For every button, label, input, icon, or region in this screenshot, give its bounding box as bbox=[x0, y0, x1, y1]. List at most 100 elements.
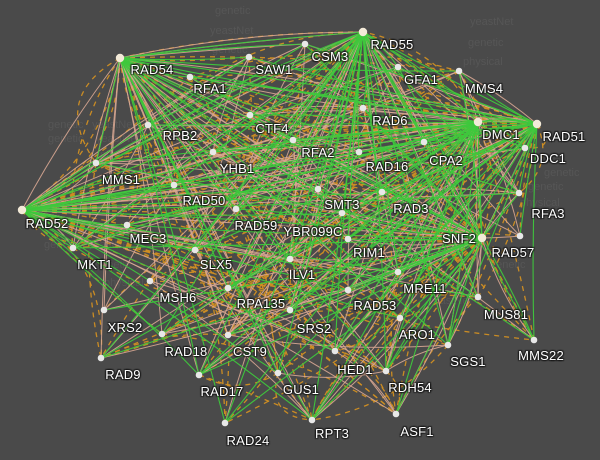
graph-node[interactable] bbox=[314, 185, 322, 193]
node-label-rdh54[interactable]: RDH54 bbox=[388, 380, 432, 395]
node-label-rad18[interactable]: RAD18 bbox=[164, 344, 208, 359]
graph-node[interactable] bbox=[515, 189, 523, 197]
node-label-rad51[interactable]: RAD51 bbox=[542, 129, 586, 144]
node-label-msh6[interactable]: MSH6 bbox=[159, 290, 197, 305]
node-label-rad50[interactable]: RAD50 bbox=[182, 193, 226, 208]
node-label-ybr099c[interactable]: YBR099C bbox=[283, 224, 343, 239]
node-label-slx5[interactable]: SLX5 bbox=[199, 257, 233, 272]
node-label-mec3[interactable]: MEC3 bbox=[129, 231, 167, 246]
graph-node[interactable] bbox=[69, 244, 77, 252]
node-label-ddc1[interactable]: DDC1 bbox=[529, 151, 567, 166]
node-label-mre11[interactable]: MRE11 bbox=[403, 281, 447, 296]
graph-node[interactable] bbox=[286, 306, 294, 314]
node-label-rfa2[interactable]: RFA2 bbox=[301, 145, 335, 160]
graph-node[interactable] bbox=[224, 284, 232, 292]
graph-node[interactable] bbox=[477, 233, 487, 243]
graph-node[interactable] bbox=[392, 410, 400, 418]
node-label-mms22[interactable]: MMS22 bbox=[518, 348, 564, 363]
node-label-rad55[interactable]: RAD55 bbox=[370, 37, 414, 52]
node-label-mms4[interactable]: MMS4 bbox=[464, 81, 504, 96]
node-label-rim1[interactable]: RIM1 bbox=[353, 245, 385, 260]
node-label-dmc1[interactable]: DMC1 bbox=[482, 127, 520, 142]
node-label-rpa135[interactable]: RPA135 bbox=[236, 296, 286, 311]
node-label-rfa3[interactable]: RFA3 bbox=[531, 206, 565, 221]
node-label-ctf4[interactable]: CTF4 bbox=[255, 121, 289, 136]
graph-node[interactable] bbox=[17, 205, 27, 215]
node-label-rad59[interactable]: RAD59 bbox=[234, 218, 278, 233]
graph-node[interactable] bbox=[115, 53, 125, 63]
node-label-rad24[interactable]: RAD24 bbox=[226, 433, 270, 448]
graph-node[interactable] bbox=[97, 354, 105, 362]
graph-node[interactable] bbox=[301, 40, 309, 48]
graph-node[interactable] bbox=[394, 268, 402, 276]
graph-node[interactable] bbox=[378, 188, 386, 196]
graph-node[interactable] bbox=[521, 144, 529, 152]
graph-node[interactable] bbox=[224, 331, 232, 339]
node-label-smt3[interactable]: SMT3 bbox=[324, 197, 360, 212]
node-label-srs2[interactable]: SRS2 bbox=[296, 321, 332, 336]
node-label-rad16[interactable]: RAD16 bbox=[365, 159, 409, 174]
node-label-saw1[interactable]: SAW1 bbox=[255, 62, 293, 77]
graph-node[interactable] bbox=[382, 367, 390, 375]
graph-node[interactable] bbox=[344, 235, 352, 243]
graph-node[interactable] bbox=[396, 314, 404, 322]
node-label-mus81[interactable]: MUS81 bbox=[483, 307, 529, 322]
node-label-rad53[interactable]: RAD53 bbox=[353, 298, 397, 313]
graph-node[interactable] bbox=[474, 293, 482, 301]
graph-node[interactable] bbox=[144, 121, 152, 129]
graph-node[interactable] bbox=[473, 117, 483, 127]
node-label-asf1[interactable]: ASF1 bbox=[400, 424, 434, 439]
graph-node[interactable] bbox=[394, 63, 402, 71]
node-label-xrs2[interactable]: XRS2 bbox=[107, 320, 143, 335]
graph-node[interactable] bbox=[358, 27, 368, 37]
graph-node[interactable] bbox=[530, 336, 538, 344]
node-label-rad57[interactable]: RAD57 bbox=[491, 245, 535, 260]
node-label-mms1[interactable]: MMS1 bbox=[101, 172, 141, 187]
node-label-aro1[interactable]: ARO1 bbox=[398, 327, 436, 342]
node-label-hed1[interactable]: HED1 bbox=[337, 362, 373, 377]
graph-node[interactable] bbox=[286, 255, 294, 263]
node-label-rpt3[interactable]: RPT3 bbox=[314, 426, 350, 441]
node-label-csm3[interactable]: CSM3 bbox=[311, 49, 349, 64]
node-label-rad52[interactable]: RAD52 bbox=[25, 216, 69, 231]
node-label-mkt1[interactable]: MKT1 bbox=[77, 257, 113, 272]
node-label-rad6[interactable]: RAD6 bbox=[372, 113, 408, 128]
graph-node[interactable] bbox=[444, 341, 452, 349]
node-label-gfa1[interactable]: GFA1 bbox=[403, 72, 439, 87]
node-label-yhb1[interactable]: YHB1 bbox=[219, 161, 255, 176]
node-label-ilv1[interactable]: ILV1 bbox=[288, 267, 316, 282]
graph-node[interactable] bbox=[274, 369, 282, 377]
node-label-snf2[interactable]: SNF2 bbox=[441, 231, 477, 246]
graph-node[interactable] bbox=[170, 181, 178, 189]
graph-node[interactable] bbox=[420, 138, 428, 146]
graph-node[interactable] bbox=[191, 246, 199, 254]
graph-node[interactable] bbox=[221, 419, 229, 427]
node-label-rfa1[interactable]: RFA1 bbox=[193, 81, 227, 96]
node-label-rpb2[interactable]: RPB2 bbox=[162, 128, 198, 143]
graph-node[interactable] bbox=[146, 277, 154, 285]
node-label-rad9[interactable]: RAD9 bbox=[105, 367, 141, 382]
graph-node[interactable] bbox=[209, 148, 217, 156]
graph-node[interactable] bbox=[344, 286, 352, 294]
graph-node[interactable] bbox=[232, 205, 240, 213]
graph-node[interactable] bbox=[158, 330, 166, 338]
graph-node[interactable] bbox=[308, 416, 316, 424]
graph-node[interactable] bbox=[195, 371, 203, 379]
node-label-sgs1[interactable]: SGS1 bbox=[450, 354, 486, 369]
node-label-rad3[interactable]: RAD3 bbox=[393, 201, 429, 216]
graph-node[interactable] bbox=[338, 209, 346, 217]
node-label-cst9[interactable]: CST9 bbox=[232, 344, 268, 359]
graph-node[interactable] bbox=[245, 53, 253, 61]
node-label-gus1[interactable]: GUS1 bbox=[282, 382, 320, 397]
graph-node[interactable] bbox=[355, 148, 363, 156]
graph-node[interactable] bbox=[516, 232, 524, 240]
graph-node[interactable] bbox=[455, 67, 463, 75]
graph-node[interactable] bbox=[100, 306, 108, 314]
graph-node[interactable] bbox=[331, 347, 339, 355]
node-label-rad17[interactable]: RAD17 bbox=[200, 384, 244, 399]
graph-node[interactable] bbox=[123, 221, 131, 229]
graph-node[interactable] bbox=[532, 119, 542, 129]
graph-node[interactable] bbox=[246, 111, 254, 119]
graph-node[interactable] bbox=[359, 104, 367, 112]
